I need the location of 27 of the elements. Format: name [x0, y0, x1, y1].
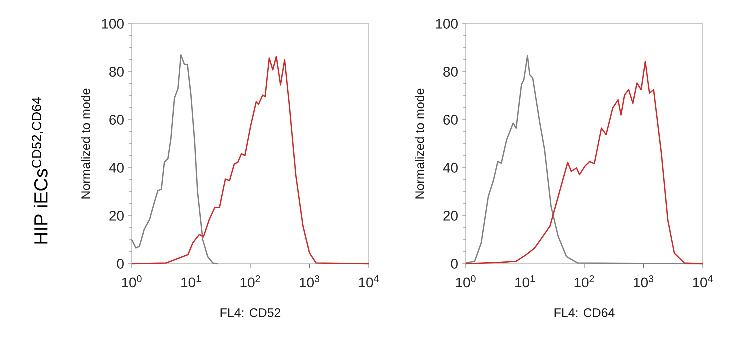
y-axis-title: Normalized to mode: [81, 88, 90, 199]
y-axis-title: Normalized to mode: [415, 88, 424, 199]
x-tick-label: 10$^{1}$: [182, 276, 201, 288]
x-axis-title: FL4: CD64: [554, 308, 615, 318]
x-tick-label: 10$^{1}$: [516, 276, 535, 288]
y-tick-label: 100: [436, 19, 458, 29]
y-tick-label: 0: [117, 259, 124, 269]
x-tick-label: 10$^{3}$: [300, 276, 320, 288]
y-tick-label: 20: [444, 211, 458, 221]
text: HIP iECs$^{CD52,CD64}$: [32, 98, 48, 244]
x-tick-label: 10$^{2}$: [574, 276, 594, 288]
x-tick-label: 10$^{2}$: [240, 276, 260, 288]
y-tick-label: 60: [444, 115, 458, 125]
x-tick-label: 10$^{3}$: [634, 276, 654, 288]
y-tick-label: 40: [109, 163, 124, 173]
y-tick-label: 60: [110, 115, 124, 125]
x-axis-title: FL4: CD52: [220, 308, 281, 318]
x-tick-label: 10$^{0}$: [456, 276, 476, 288]
y-tick-label: 80: [110, 67, 124, 77]
y-tick-label: 0: [451, 259, 458, 269]
y-tick-label: 20: [110, 211, 124, 221]
x-tick-label: 10$^{4}$: [359, 276, 379, 288]
y-tick-label: 40: [443, 163, 458, 173]
x-tick-label: 10$^{0}$: [122, 276, 142, 288]
x-tick-label: 10$^{4}$: [693, 276, 713, 288]
y-tick-label: 80: [444, 67, 458, 77]
y-tick-label: 100: [102, 19, 124, 29]
